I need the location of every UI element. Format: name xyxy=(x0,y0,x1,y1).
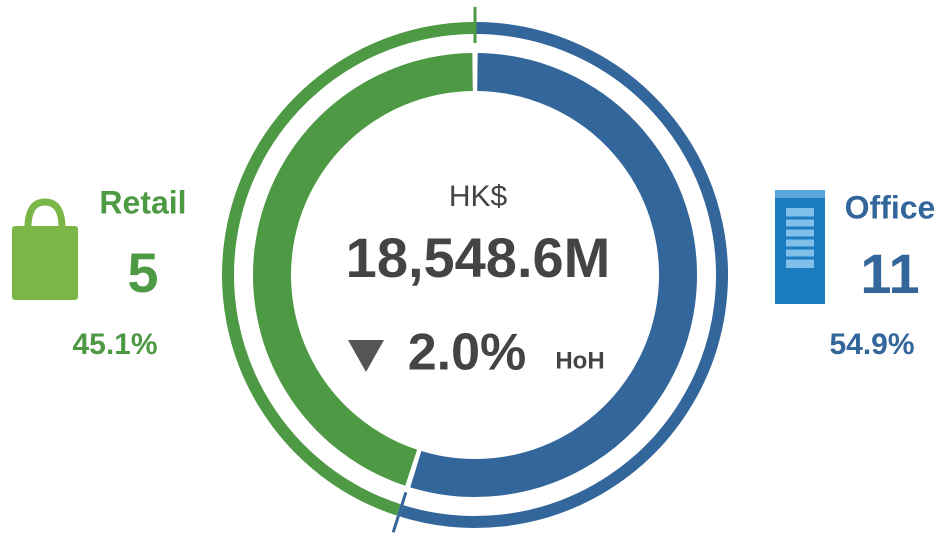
change-period: HoH xyxy=(555,347,604,374)
category-label: Office xyxy=(845,189,936,225)
change-label: 2.0% xyxy=(408,324,527,382)
office-icon xyxy=(775,190,825,304)
divider xyxy=(391,491,408,533)
outer-ring-segment xyxy=(399,22,728,528)
count-label: 11 xyxy=(860,242,919,305)
inner-ring-segment xyxy=(410,53,697,497)
total-label: 18,548.6M xyxy=(346,226,611,289)
percent-label: 54.9% xyxy=(829,328,914,361)
retail-icon xyxy=(12,198,78,300)
down-arrow xyxy=(348,340,384,372)
donut xyxy=(222,7,728,533)
unit-label: HK$ xyxy=(449,180,508,213)
inner-ring-segment xyxy=(253,53,473,486)
category-label: Retail xyxy=(99,184,186,220)
count-label: 5 xyxy=(127,241,158,304)
percent-label: 45.1% xyxy=(72,328,157,361)
outer-ring-segment xyxy=(222,22,474,516)
